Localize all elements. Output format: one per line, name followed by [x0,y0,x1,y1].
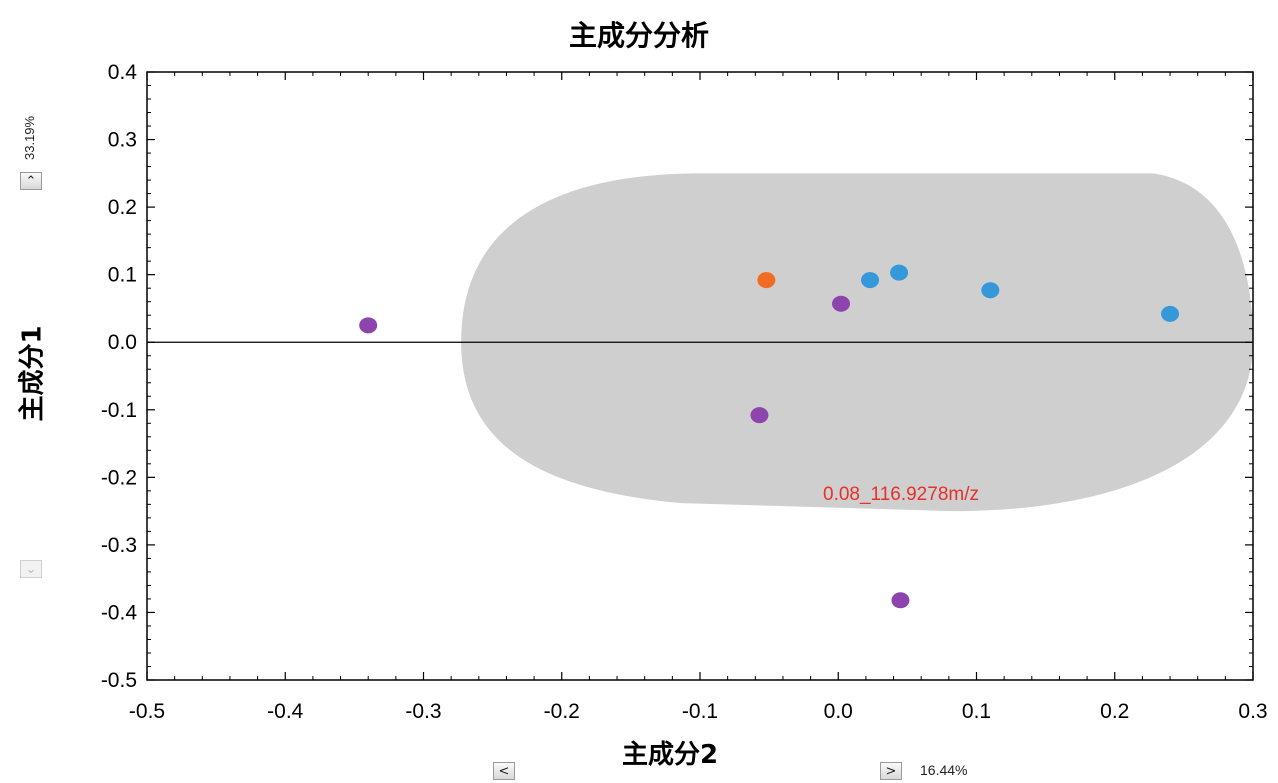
x-axis-label: 主成分2 [621,740,719,770]
x-tick-label: -0.3 [405,700,441,723]
x-tick-label: 0.3 [1238,700,1267,723]
y-down-button[interactable]: ⌄ [20,560,42,578]
data-point [891,592,910,609]
chart-title: 主成分分析 [568,19,709,52]
y-tick-label: -0.1 [101,399,137,422]
y-up-button[interactable]: ⌃ [20,172,42,190]
axes: -0.5 -0.4 -0.3 -0.2 -0.1 0.0 0.1 0.2 0.3 0.4 0.3 0.… [101,61,1268,723]
data-point [757,272,776,289]
data-point [890,264,909,281]
x-right-button[interactable]: > [880,762,902,780]
x-variance-label: 16.44% [920,762,968,778]
y-tick-label: -0.2 [101,466,137,489]
x-tick-label: -0.2 [544,700,580,723]
y-tick-label: -0.5 [101,669,137,692]
y-tick-label: 0.2 [108,196,137,219]
data-point [981,282,1000,299]
x-tick-label: 0.1 [962,700,991,723]
data-point [750,407,769,424]
y-tick-label: -0.4 [101,601,138,624]
y-tick-label: 0.3 [108,129,137,152]
x-tick-label: 0.0 [824,700,853,723]
x-tick-label: -0.5 [129,700,165,723]
x-tick-label: 0.2 [1100,700,1129,723]
x-tick-label: -0.4 [267,700,304,723]
data-point [1161,305,1180,322]
y-tick-label: 0.0 [108,331,137,354]
x-tick-label: -0.1 [682,700,718,723]
x-left-button[interactable]: < [493,762,515,780]
y-tick-label: -0.3 [101,534,137,557]
y-variance-label: 33.19% [22,115,37,160]
y-tick-label: 0.1 [108,264,137,287]
data-point [861,272,880,289]
data-point [359,317,378,334]
score-points [359,264,1180,609]
loading-annotation: 0.08_116.9278m/z [823,484,979,505]
y-axis-label: 主成分1 [17,325,48,422]
y-tick-label: 0.4 [108,61,138,84]
data-point [832,295,851,312]
